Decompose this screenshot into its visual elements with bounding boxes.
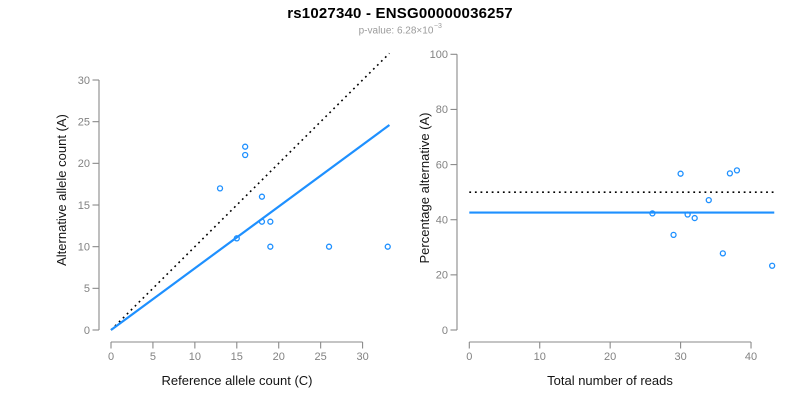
y-tick-label: 10 xyxy=(78,241,90,253)
data-point xyxy=(242,143,249,150)
y-tick-label: 30 xyxy=(78,75,90,87)
x-tick-label: 15 xyxy=(231,351,243,363)
data-point xyxy=(733,167,741,174)
x-tick-label: 30 xyxy=(356,351,368,363)
left-yaxis-label: Alternative allele count (A) xyxy=(54,114,69,266)
allele-counts-axes: 0 5 10 15 20 25 30 0 5 10 15 20 25 30 xyxy=(78,75,369,363)
percentage-alternative-axes: 0 10 20 30 40 0 20 40 60 80 100 xyxy=(430,49,758,363)
data-point xyxy=(719,250,726,257)
plot-title: rs1027340 - ENSG00000036257 xyxy=(287,5,513,22)
right-yaxis-label: Percentage alternative (A) xyxy=(417,112,432,263)
y-tick-label: 0 xyxy=(84,325,90,337)
data-point xyxy=(768,262,776,269)
x-tick-label: 30 xyxy=(674,351,686,363)
plot-subtitle: p-value: 6.28×10−3 xyxy=(0,23,800,37)
x-tick-label: 40 xyxy=(745,351,757,363)
data-point xyxy=(677,170,684,177)
p-value-text: p-value: 6.28×10 xyxy=(358,25,434,37)
percentage-alternative-lines xyxy=(469,191,775,214)
data-point xyxy=(325,243,333,250)
data-point xyxy=(242,151,249,159)
data-point xyxy=(258,193,266,200)
x-tick-label: 10 xyxy=(189,351,201,363)
x-tick-label: 20 xyxy=(604,351,616,363)
percentage-alternative-plot: 0 10 20 30 40 0 20 40 60 80 100 Total number of re… xyxy=(417,49,776,388)
y-tick-label: 40 xyxy=(436,215,448,227)
x-tick-label: 20 xyxy=(273,351,285,363)
y-tick-label: 20 xyxy=(78,158,90,170)
data-point xyxy=(705,196,712,204)
y-tick-label: 80 xyxy=(436,104,448,116)
data-point xyxy=(267,243,274,250)
allele-counts-plot: 0 5 10 15 20 25 30 0 5 10 15 20 25 30 Reference allel… xyxy=(54,52,391,388)
data-point xyxy=(649,210,656,217)
allele-counts-points xyxy=(216,143,391,250)
data-point xyxy=(691,214,698,222)
y-tick-label: 60 xyxy=(436,159,448,171)
data-point xyxy=(258,218,266,225)
x-tick-label: 5 xyxy=(150,351,156,363)
data-point xyxy=(726,170,734,177)
allele-counts-lines xyxy=(110,52,391,331)
p-value-exponent: −3 xyxy=(433,23,442,30)
data-point xyxy=(670,231,677,239)
x-tick-label: 10 xyxy=(534,351,546,363)
data-point xyxy=(267,218,274,225)
y-tick-label: 0 xyxy=(442,325,448,337)
x-tick-label: 25 xyxy=(315,351,327,363)
y-tick-label: 15 xyxy=(78,200,90,212)
data-point xyxy=(384,243,391,250)
x-tick-label: 0 xyxy=(466,351,472,363)
y-tick-label: 25 xyxy=(78,116,90,128)
y-tick-label: 20 xyxy=(436,270,448,282)
right-xaxis-label: Total number of reads xyxy=(547,373,673,388)
left-xaxis-label: Reference allele count (C) xyxy=(161,373,312,388)
data-point xyxy=(684,211,691,218)
y-tick-label: 5 xyxy=(84,283,90,295)
identity-line xyxy=(110,52,390,331)
fit-line xyxy=(110,124,391,331)
y-tick-label: 100 xyxy=(430,49,448,61)
percentage-alternative-points xyxy=(649,167,776,269)
data-point xyxy=(216,185,224,192)
data-point xyxy=(233,235,240,242)
x-tick-label: 0 xyxy=(108,351,114,363)
